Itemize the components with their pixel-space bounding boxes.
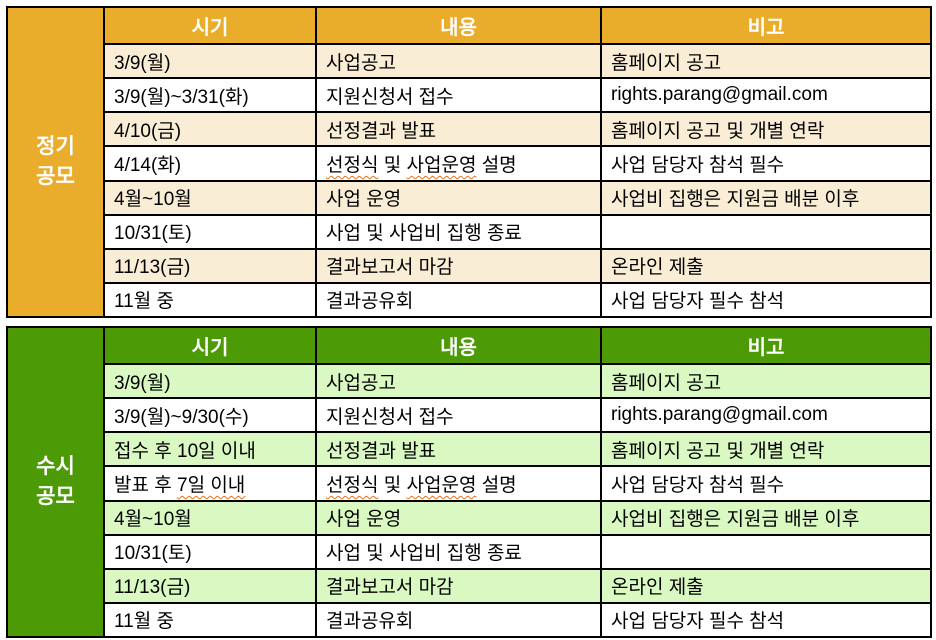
cell-content: 사업 운영 (315, 179, 602, 216)
column-header-content: 내용 (315, 6, 602, 45)
cell-content: 사업공고 (315, 362, 602, 400)
cell-period: 4월~10월 (103, 499, 317, 536)
column-header-note: 비고 (600, 326, 932, 365)
table-row: 4/10(금) 선정결과 발표 홈페이지 공고 및 개별 연락 (7, 111, 932, 148)
table-row: 발표 후 7일 이내 선정식 및 사업운영 설명 사업 담당자 참석 필수 (7, 465, 932, 502)
group-label-line: 공모 (36, 165, 75, 188)
spellcheck-word: 사업운영 (406, 154, 477, 176)
cell-period: 접수 후 10일 이내 (103, 431, 317, 468)
table-row: 11월 중 결과공유회 사업 담당자 필수 참석 (7, 601, 932, 639)
cell-content: 결과보고서 마감 (315, 567, 602, 604)
table-row: 3/9(월) 사업공고 홈페이지 공고 (7, 42, 932, 80)
cell-note: 홈페이지 공고 (600, 42, 932, 80)
cell-note (600, 213, 932, 250)
cell-content: 사업공고 (315, 42, 602, 80)
cell-content: 선정결과 발표 (315, 431, 602, 468)
cell-note: 홈페이지 공고 및 개별 연락 (600, 431, 932, 468)
spellcheck-word: 7일 이내 (177, 474, 246, 496)
cell-content: 지원신청서 접수 (315, 77, 602, 114)
header-row: 정기 공모 시기 내용 비고 (6, 6, 932, 318)
table-row: 11월 중 결과공유회 사업 담당자 필수 참석 (7, 281, 932, 319)
cell-content: 결과보고서 마감 (315, 247, 602, 284)
cell-content: 사업 운영 (315, 499, 602, 536)
cell-period: 발표 후 7일 이내 (103, 465, 317, 502)
cell-period: 4월~10월 (103, 179, 317, 216)
column-header-note: 비고 (600, 6, 932, 45)
cell-content: 선정결과 발표 (315, 111, 602, 148)
column-header-period: 시기 (103, 6, 317, 45)
table-row: 3/9(월)~3/31(화) 지원신청서 접수 rights.parang@gm… (7, 77, 932, 114)
cell-content: 선정식 및 사업운영 설명 (315, 465, 602, 502)
cell-content: 결과공유회 (315, 281, 602, 319)
table-row: 3/9(월)~9/30(수) 지원신청서 접수 rights.parang@gm… (7, 397, 932, 434)
cell-period: 4/10(금) (103, 111, 317, 148)
occasional-recruitment-table: 수시 공모 시기 내용 비고 3/9(월) 사업공고 홈페이지 공고 3/9(월… (6, 326, 932, 639)
cell-note: 사업 담당자 필수 참석 (600, 601, 932, 639)
table-group-label-occasional: 수시 공모 (6, 326, 105, 638)
cell-period: 10/31(토) (103, 533, 317, 570)
regular-recruitment-table: 정기 공모 시기 내용 비고 3/9(월) 사업공고 홈페이지 공고 3/9(월… (6, 6, 932, 319)
cell-period: 11/13(금) (103, 247, 317, 284)
cell-note: rights.parang@gmail.com (600, 77, 932, 114)
cell-period: 3/9(월) (103, 362, 317, 400)
table-row: 4/14(화) 선정식 및 사업운영 설명 사업 담당자 참석 필수 (7, 145, 932, 182)
table-row: 4월~10월 사업 운영 사업비 집행은 지원금 배분 이후 (7, 499, 932, 536)
table-row: 4월~10월 사업 운영 사업비 집행은 지원금 배분 이후 (7, 179, 932, 216)
column-header-content: 내용 (315, 326, 602, 365)
table-group-label-regular: 정기 공모 (6, 6, 105, 318)
cell-period: 3/9(월) (103, 42, 317, 80)
table-row: 접수 후 10일 이내 선정결과 발표 홈페이지 공고 및 개별 연락 (7, 431, 932, 468)
table-row: 11/13(금) 결과보고서 마감 온라인 제출 (7, 247, 932, 284)
cell-note: 사업 담당자 참석 필수 (600, 465, 932, 502)
cell-note: 사업 담당자 참석 필수 (600, 145, 932, 182)
cell-note: rights.parang@gmail.com (600, 397, 932, 434)
cell-period: 11월 중 (103, 601, 317, 639)
cell-period: 11월 중 (103, 281, 317, 319)
header-row: 수시 공모 시기 내용 비고 (6, 326, 932, 638)
spellcheck-word: 사업운영 (406, 474, 477, 496)
cell-period: 3/9(월)~3/31(화) (103, 77, 317, 114)
table-row: 10/31(토) 사업 및 사업비 집행 종료 (7, 533, 932, 570)
table-row: 3/9(월) 사업공고 홈페이지 공고 (7, 362, 932, 400)
cell-note: 사업비 집행은 지원금 배분 이후 (600, 179, 932, 216)
cell-content: 결과공유회 (315, 601, 602, 639)
cell-content: 선정식 및 사업운영 설명 (315, 145, 602, 182)
group-label-line: 정기 (36, 134, 75, 158)
cell-period: 11/13(금) (103, 567, 317, 604)
column-header-period: 시기 (103, 326, 317, 365)
cell-note: 홈페이지 공고 및 개별 연락 (600, 111, 932, 148)
cell-note: 온라인 제출 (600, 567, 932, 604)
spellcheck-word: 선정식 (326, 154, 379, 176)
group-label-line: 공모 (36, 485, 75, 508)
table-row: 10/31(토) 사업 및 사업비 집행 종료 (7, 213, 932, 250)
cell-note: 홈페이지 공고 (600, 362, 932, 400)
cell-note: 사업 담당자 필수 참석 (600, 281, 932, 319)
cell-period: 3/9(월)~9/30(수) (103, 397, 317, 434)
cell-content: 사업 및 사업비 집행 종료 (315, 213, 602, 250)
cell-content: 사업 및 사업비 집행 종료 (315, 533, 602, 570)
cell-note (600, 533, 932, 570)
cell-note: 사업비 집행은 지원금 배분 이후 (600, 499, 932, 536)
cell-period: 4/14(화) (103, 145, 317, 182)
cell-period: 10/31(토) (103, 213, 317, 250)
cell-content: 지원신청서 접수 (315, 397, 602, 434)
table-row: 11/13(금) 결과보고서 마감 온라인 제출 (7, 567, 932, 604)
spellcheck-word: 선정식 (326, 474, 379, 496)
group-label-line: 수시 (36, 454, 75, 478)
cell-note: 온라인 제출 (600, 247, 932, 284)
